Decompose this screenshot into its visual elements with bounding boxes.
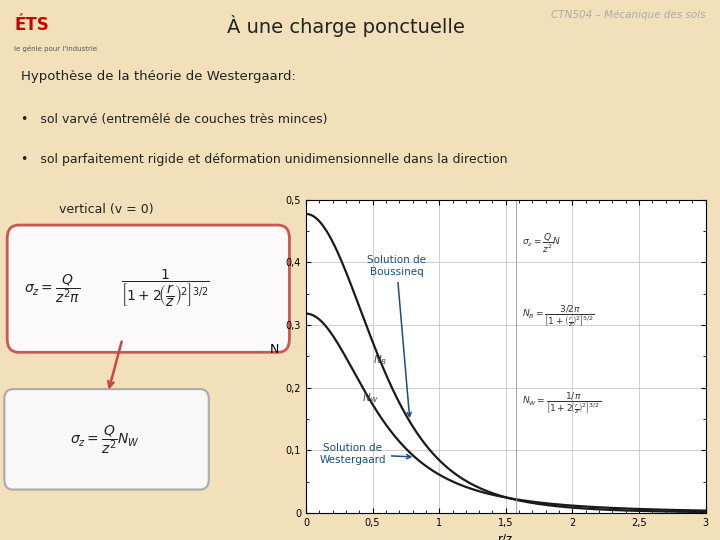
Text: $N_W = \dfrac{1/\pi}{\left[1+2\!\left(\frac{r}{z}\right)^{\!2}\right]^{3/2}}$: $N_W = \dfrac{1/\pi}{\left[1+2\!\left(\f… — [522, 390, 601, 416]
Text: $\sigma_z = \dfrac{Q}{z^2}N$: $\sigma_z = \dfrac{Q}{z^2}N$ — [522, 232, 561, 255]
Y-axis label: N: N — [270, 343, 279, 356]
X-axis label: r/z: r/z — [498, 532, 513, 540]
Text: ÉTS: ÉTS — [14, 16, 49, 34]
Text: vertical (v = 0): vertical (v = 0) — [59, 203, 154, 216]
Text: $\sigma_z = \dfrac{Q}{z^2\pi}$: $\sigma_z = \dfrac{Q}{z^2\pi}$ — [24, 272, 81, 305]
Text: $N_B$: $N_B$ — [373, 353, 387, 367]
Text: $\sigma_z = \dfrac{Q}{z^2} N_W$: $\sigma_z = \dfrac{Q}{z^2} N_W$ — [70, 423, 140, 456]
FancyBboxPatch shape — [7, 225, 289, 352]
Text: le génie pour l'industrie: le génie pour l'industrie — [14, 45, 97, 52]
Text: •   sol parfaitement rigide et déformation unidimensionnelle dans la direction: • sol parfaitement rigide et déformation… — [22, 153, 508, 166]
Text: $N_B = \dfrac{3/2\pi}{\left[1+\left(\frac{r}{z}\right)^{\!2}\right]^{5/2}}$: $N_B = \dfrac{3/2\pi}{\left[1+\left(\fra… — [522, 303, 595, 329]
FancyBboxPatch shape — [4, 389, 209, 490]
Text: $N_W$: $N_W$ — [362, 392, 379, 406]
Text: Solution de
Westergaard: Solution de Westergaard — [320, 443, 410, 465]
Text: •   sol varvé (entremêlé de couches très minces): • sol varvé (entremêlé de couches très m… — [22, 113, 328, 126]
Text: Hypothèse de la théorie de Westergaard:: Hypothèse de la théorie de Westergaard: — [22, 70, 296, 83]
Text: $\dfrac{1}{\left[1+2\!\left(\dfrac{r}{z}\right)^{\!2}\right]^{3/2}}$: $\dfrac{1}{\left[1+2\!\left(\dfrac{r}{z}… — [121, 268, 210, 309]
Text: CTN504 – Mécanique des sols: CTN504 – Mécanique des sols — [551, 10, 706, 20]
Text: À une charge ponctuelle: À une charge ponctuelle — [227, 15, 464, 37]
Text: Solution de
Boussineq: Solution de Boussineq — [367, 255, 426, 416]
